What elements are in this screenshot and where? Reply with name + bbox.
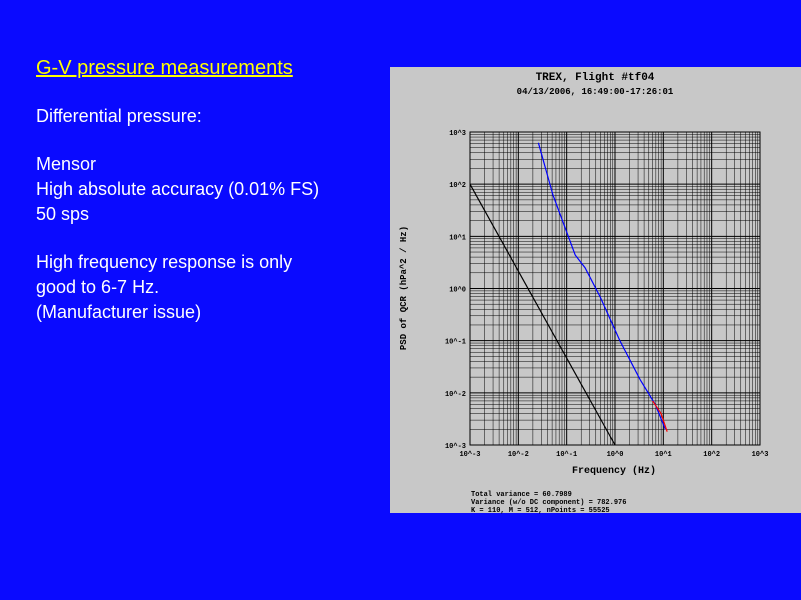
- x-tick-label: 10^-2: [508, 450, 529, 459]
- chart-title: TREX, Flight #tf04: [536, 72, 655, 84]
- slide-text: good to 6-7 Hz.: [36, 277, 159, 297]
- x-tick-label: 10^1: [655, 450, 672, 459]
- data-line: [652, 400, 668, 432]
- chart-panel: [390, 67, 801, 513]
- slide-text: Mensor: [36, 154, 96, 174]
- y-tick-label: 10^-3: [445, 442, 466, 451]
- slide-text: High frequency response is only: [36, 252, 292, 272]
- y-tick-label: 10^-1: [445, 338, 466, 347]
- y-tick-label: 10^2: [449, 181, 466, 190]
- annotation: K = 110, M = 512, nPoints = 55525: [471, 507, 610, 515]
- slide-text: (Manufacturer issue): [36, 302, 201, 322]
- slide-text: 50 sps: [36, 204, 89, 224]
- x-tick-label: 10^0: [607, 450, 624, 459]
- slide-title: G-V pressure measurements: [36, 57, 293, 79]
- y-tick-label: 10^-2: [445, 390, 466, 399]
- y-tick-label: 10^1: [449, 233, 466, 242]
- x-tick-label: 10^-3: [459, 450, 480, 459]
- x-tick-label: 10^3: [752, 450, 769, 459]
- annotation: Variance (w/o DC component) = 782.976: [471, 499, 626, 507]
- chart-subtitle: 04/13/2006, 16:49:00-17:26:01: [517, 87, 674, 97]
- data-line: [469, 183, 616, 446]
- slide-text: High absolute accuracy (0.01% FS): [36, 179, 319, 199]
- slide-text: Differential pressure:: [36, 106, 202, 126]
- x-tick-label: 10^-1: [556, 450, 577, 459]
- x-axis-label: Frequency (Hz): [572, 465, 656, 477]
- data-line: [537, 142, 666, 430]
- y-axis-label: PSD of QCR (hPa^2 / Hz): [399, 226, 409, 350]
- y-tick-label: 10^0: [449, 286, 466, 295]
- annotation: Total variance = 60.7989: [471, 491, 572, 499]
- x-tick-label: 10^2: [703, 450, 720, 459]
- y-tick-label: 10^3: [449, 129, 466, 138]
